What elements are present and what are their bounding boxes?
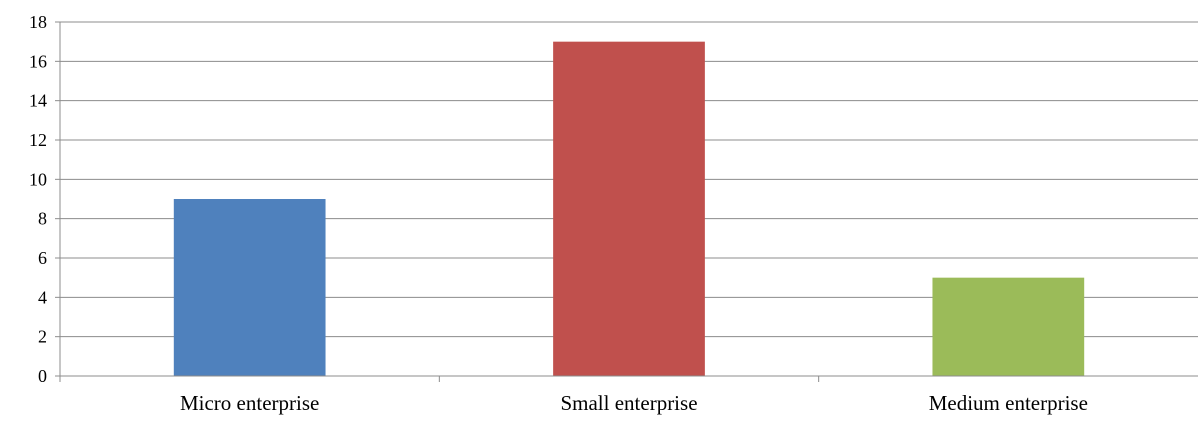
y-tick-label: 2 bbox=[38, 327, 47, 347]
bars bbox=[173, 41, 1085, 377]
bar-medium-enterprise bbox=[932, 277, 1085, 376]
y-tick-label: 0 bbox=[38, 366, 47, 386]
y-tick-label: 6 bbox=[38, 248, 47, 268]
y-tick-label: 18 bbox=[29, 12, 47, 32]
x-tick-label: Medium enterprise bbox=[929, 391, 1088, 415]
y-tick-label: 10 bbox=[29, 169, 47, 189]
x-tick-labels: Micro enterprise Small enterprise Medium e… bbox=[180, 391, 1088, 415]
x-tick-label: Micro enterprise bbox=[180, 391, 319, 415]
x-tick-label: Small enterprise bbox=[560, 391, 697, 415]
y-tick-label: 4 bbox=[38, 287, 47, 307]
bar-micro-enterprise bbox=[173, 199, 326, 376]
y-tick-label: 12 bbox=[29, 130, 47, 150]
y-tick-label: 16 bbox=[29, 51, 47, 71]
y-tick-label: 8 bbox=[38, 209, 47, 229]
y-tick-label: 14 bbox=[29, 91, 47, 111]
y-tick-labels: 0 2 4 6 8 10 12 14 16 18 bbox=[29, 12, 47, 386]
bar-small-enterprise bbox=[553, 41, 705, 377]
axes bbox=[55, 21, 1198, 382]
